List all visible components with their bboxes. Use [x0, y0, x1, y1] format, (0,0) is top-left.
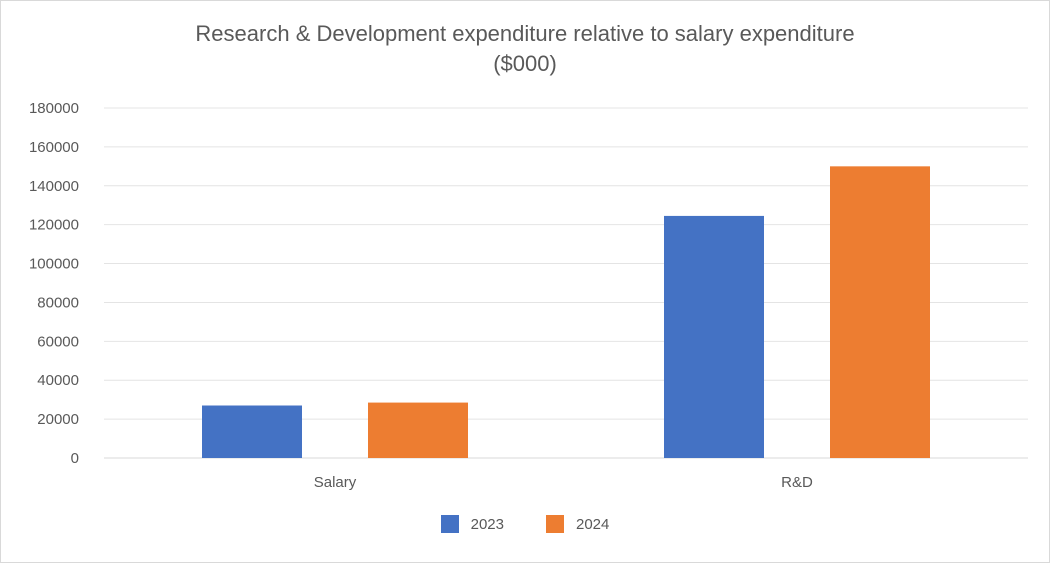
legend-swatch-2024	[546, 515, 564, 533]
legend-label-2023: 2023	[470, 515, 504, 533]
legend-item-2024[interactable]: 2024	[546, 515, 609, 533]
legend: 2023 2024	[1, 515, 1049, 533]
y-tick-label: 140000	[29, 178, 79, 195]
y-tick-label: 120000	[29, 217, 79, 234]
chart-title-line2: ($000)	[493, 51, 557, 76]
y-tick-label: 180000	[29, 100, 79, 117]
x-category-label: R&D	[781, 474, 813, 491]
bars	[202, 166, 930, 459]
chart-title: Research & Development expenditure relat…	[1, 19, 1049, 79]
y-tick-label: 100000	[29, 256, 79, 273]
y-tick-label: 0	[71, 450, 79, 467]
bar-salary-2023[interactable]	[202, 405, 302, 459]
bar-rd-2024[interactable]	[830, 166, 930, 459]
legend-label-2024: 2024	[576, 515, 610, 533]
y-tick-label: 80000	[37, 294, 79, 311]
x-axis-category-labels: Salary R&D	[314, 474, 813, 491]
legend-item-2023[interactable]: 2023	[440, 515, 504, 533]
plot-area: 0 20000 40000 60000 80000 100000 120000 140000 1…	[29, 100, 1028, 491]
y-axis-tick-labels: 0 20000 40000 60000 80000 100000 120000 140000 1…	[29, 100, 79, 467]
y-tick-label: 160000	[29, 139, 79, 156]
y-tick-label: 40000	[37, 372, 79, 389]
bar-salary-2024[interactable]	[368, 402, 468, 458]
x-category-label: Salary	[314, 474, 357, 491]
legend-swatch-2023	[440, 515, 459, 533]
bar-rd-2023[interactable]	[664, 215, 764, 458]
chart-title-line1: Research & Development expenditure relat…	[195, 21, 855, 46]
y-tick-label: 60000	[37, 333, 79, 350]
y-tick-label: 20000	[37, 411, 79, 428]
